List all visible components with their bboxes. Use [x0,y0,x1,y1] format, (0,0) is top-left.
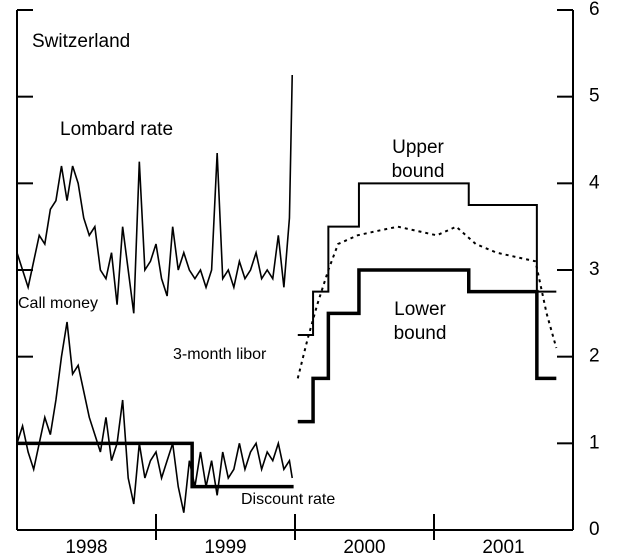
y-tick-label: 3 [589,259,600,280]
annotation: Call money [18,295,98,312]
y-tick-label: 0 [589,519,600,540]
x-tick-label: 2000 [343,537,385,558]
series-line [297,268,557,424]
annotation: Lower [394,299,446,320]
series-line [16,321,294,513]
annotation: bound [392,161,445,182]
chart-title: Switzerland [32,31,130,52]
y-tick-label: 5 [589,86,600,107]
annotation: bound [394,323,447,344]
series-line [16,74,294,314]
y-tick-label: 4 [589,172,600,193]
x-tick-label: 2001 [482,537,524,558]
x-tick-label: 1998 [65,537,107,558]
series-line [296,225,558,379]
y-tick-label: 6 [589,0,600,20]
y-tick-label: 2 [589,346,600,367]
series-line [297,182,557,336]
x-tick-label: 1999 [204,537,246,558]
annotation: Upper [392,137,444,158]
annotation: Lombard rate [60,119,173,140]
annotation: Discount rate [241,491,335,508]
series-line [17,441,294,489]
annotation: 3-month libor [173,346,267,363]
y-tick-label: 1 [589,432,600,453]
